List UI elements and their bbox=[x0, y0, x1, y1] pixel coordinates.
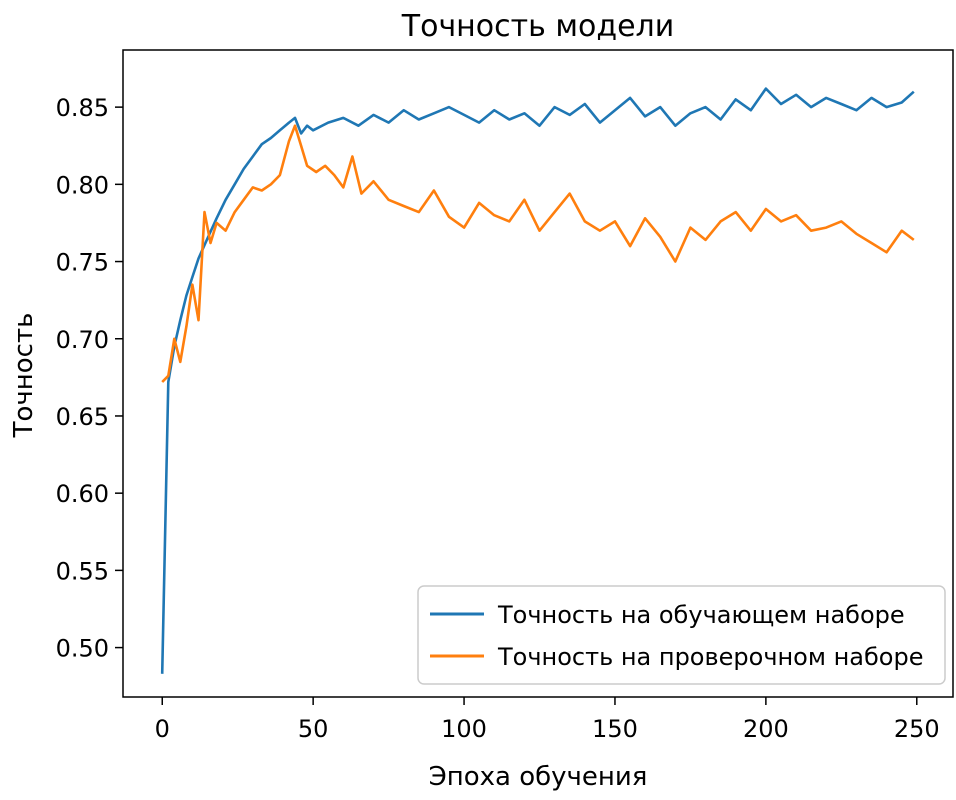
legend-label-2: Точность на проверочном наборе bbox=[497, 643, 923, 671]
x-tick-label: 200 bbox=[743, 715, 789, 743]
y-tick-label: 0.50 bbox=[56, 635, 109, 663]
x-tick-label: 50 bbox=[298, 715, 329, 743]
y-tick-label: 0.55 bbox=[56, 557, 109, 585]
chart-title: Точность модели bbox=[401, 9, 674, 44]
y-axis-label: Точность bbox=[9, 313, 39, 439]
x-tick-label: 150 bbox=[592, 715, 638, 743]
legend-label-1: Точность на обучающем наборе bbox=[497, 601, 905, 629]
y-tick-label: 0.80 bbox=[56, 171, 109, 199]
x-tick-label: 0 bbox=[155, 715, 170, 743]
y-tick-label: 0.60 bbox=[56, 480, 109, 508]
y-tick-label: 0.65 bbox=[56, 403, 109, 431]
y-tick-label: 0.75 bbox=[56, 249, 109, 277]
x-tick-label: 100 bbox=[441, 715, 487, 743]
series-line-1 bbox=[160, 87, 915, 674]
legend-box bbox=[417, 585, 946, 685]
plot-frame bbox=[122, 49, 954, 698]
y-tick-label: 0.70 bbox=[56, 326, 109, 354]
x-axis-label: Эпоха обучения bbox=[429, 762, 648, 792]
series-line-2 bbox=[161, 124, 915, 383]
y-tick-label: 0.85 bbox=[56, 94, 109, 122]
x-tick-label: 250 bbox=[894, 715, 940, 743]
plot-area: 0 50 100 150 200 250 0.50 0.55 0.60 0.65 0.70 0.75 0… bbox=[56, 49, 954, 743]
